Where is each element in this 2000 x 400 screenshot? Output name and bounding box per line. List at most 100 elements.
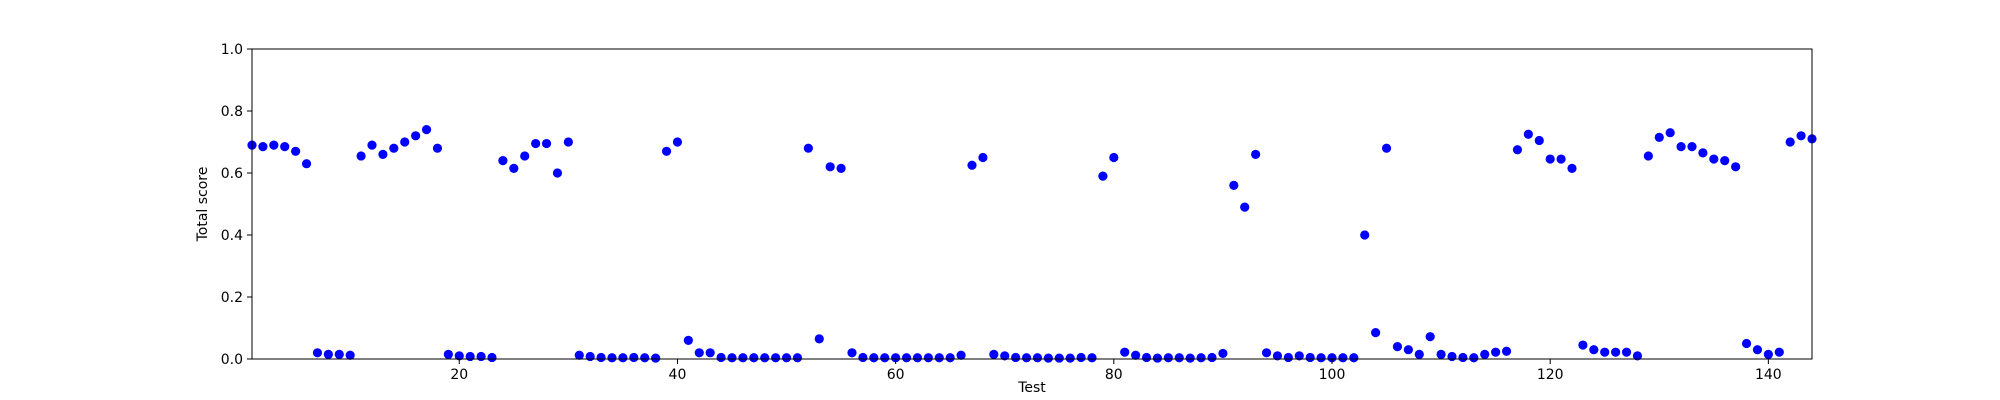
data-point <box>280 142 290 152</box>
data-point <box>1796 131 1806 141</box>
data-point <box>1196 353 1206 363</box>
data-point <box>672 137 683 147</box>
data-point <box>1240 202 1250 212</box>
data-point <box>1774 347 1784 357</box>
data-point <box>312 348 323 358</box>
data-point <box>836 163 846 173</box>
data-point <box>1600 347 1610 357</box>
data-point <box>1316 353 1326 363</box>
x-tick-label: 40 <box>669 367 687 383</box>
data-point <box>1567 163 1577 173</box>
data-point <box>1087 353 1097 363</box>
data-point <box>454 351 464 361</box>
data-point <box>1698 148 1708 158</box>
data-point <box>1403 345 1413 355</box>
y-axis-ticks: 0.0 0.2 0.4 0.6 0.8 1.0 <box>221 42 252 368</box>
data-point <box>1174 353 1184 363</box>
data-point <box>1611 347 1621 357</box>
data-point <box>1731 162 1741 172</box>
data-point <box>1654 132 1664 142</box>
data-point <box>1185 353 1195 363</box>
data-point <box>1305 352 1315 363</box>
x-tick-label: 60 <box>887 367 905 383</box>
data-point <box>1523 129 1533 139</box>
data-point <box>956 350 966 360</box>
y-tick-label: 0.0 <box>221 352 243 368</box>
data-point <box>901 353 912 363</box>
data-point <box>400 137 410 147</box>
data-point <box>1338 353 1348 363</box>
data-point <box>945 353 955 363</box>
x-tick-label: 80 <box>1105 367 1123 383</box>
data-point <box>967 160 977 170</box>
data-point <box>1207 352 1217 363</box>
x-tick-label: 120 <box>1537 367 1564 383</box>
x-tick-label: 20 <box>450 367 468 383</box>
data-point <box>1021 353 1032 363</box>
data-point <box>1349 353 1359 363</box>
data-point <box>421 125 432 135</box>
data-point <box>487 352 497 363</box>
data-point <box>1392 342 1403 352</box>
data-point <box>629 352 639 363</box>
data-point <box>563 137 573 147</box>
data-point <box>1054 353 1064 363</box>
data-point <box>1414 349 1424 359</box>
data-point <box>1098 171 1108 181</box>
data-points <box>247 125 1817 363</box>
data-point <box>356 151 366 161</box>
data-point <box>607 353 617 363</box>
data-point <box>1785 137 1795 147</box>
data-point <box>552 168 563 178</box>
data-point <box>432 143 443 153</box>
data-point <box>771 353 781 363</box>
data-point <box>749 353 759 363</box>
y-tick-label: 0.4 <box>221 228 243 244</box>
y-axis-label: Total score <box>195 167 211 243</box>
data-point <box>1763 349 1773 359</box>
data-point <box>1589 345 1599 355</box>
y-tick-label: 1.0 <box>221 42 243 58</box>
data-point <box>334 349 344 359</box>
data-point <box>661 146 672 156</box>
data-point <box>869 353 879 363</box>
data-point <box>476 351 486 362</box>
data-point <box>291 146 301 156</box>
data-point <box>923 353 933 363</box>
data-point <box>1512 145 1523 155</box>
data-point <box>1545 154 1555 164</box>
data-point <box>1360 230 1370 240</box>
data-point <box>301 159 312 169</box>
data-point <box>389 143 399 153</box>
data-point <box>1131 350 1141 360</box>
data-point <box>1261 348 1272 358</box>
data-point <box>1676 142 1686 152</box>
data-point <box>1152 353 1163 363</box>
data-point <box>1501 346 1512 356</box>
data-point <box>509 163 519 173</box>
data-point <box>1632 351 1643 361</box>
data-point <box>978 152 988 163</box>
data-point <box>1065 353 1075 363</box>
data-point <box>792 353 803 363</box>
data-point <box>345 350 355 360</box>
data-point <box>640 353 650 363</box>
x-axis-ticks: 20 40 60 80 100 120 140 <box>450 359 1782 383</box>
x-tick-label: 100 <box>1319 367 1346 383</box>
data-point <box>1076 352 1086 363</box>
data-point <box>683 335 693 345</box>
data-point <box>1720 156 1730 166</box>
data-point <box>989 349 999 359</box>
data-point <box>727 353 737 363</box>
data-point <box>520 151 530 161</box>
data-point <box>618 353 628 363</box>
data-point <box>411 131 421 141</box>
data-point <box>1229 180 1239 190</box>
data-point <box>1011 352 1021 363</box>
data-point <box>1272 351 1283 361</box>
data-point <box>1294 351 1304 361</box>
data-point <box>1381 143 1392 153</box>
data-point <box>825 162 835 172</box>
